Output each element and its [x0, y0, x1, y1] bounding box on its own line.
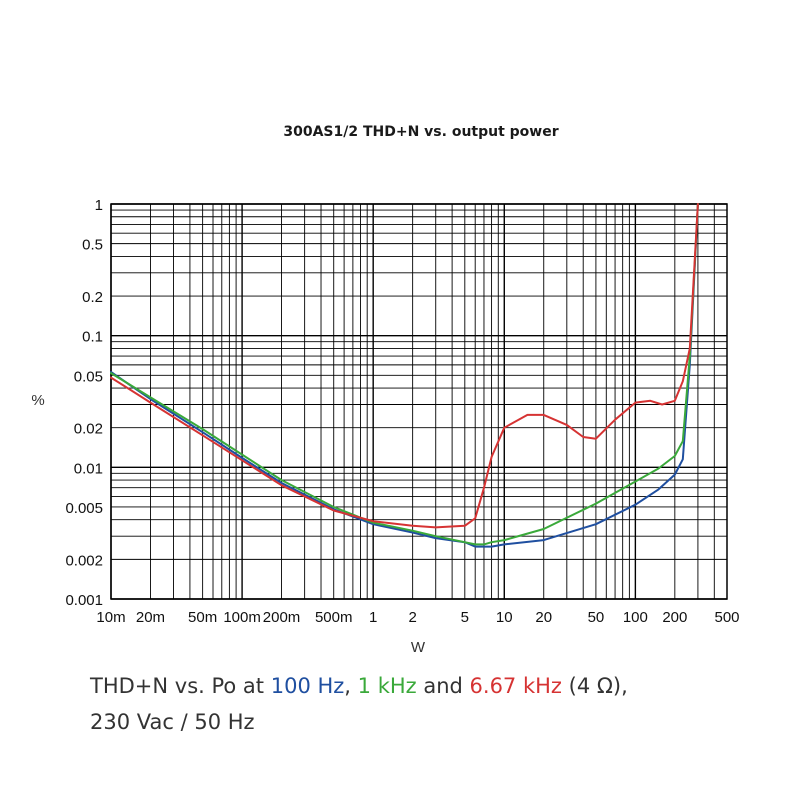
caption-series-100hz: 100 Hz — [270, 674, 345, 698]
caption: THD+N vs. Po at 100 Hz, 1 kHz and 6.67 k… — [90, 668, 790, 740]
caption-sep-2: and — [416, 674, 470, 698]
x-tick-label: 5 — [461, 609, 469, 626]
series-1-khz-line — [110, 203, 699, 546]
y-tick-label: 0.002 — [65, 552, 103, 569]
x-tick-label: 200 — [662, 609, 687, 626]
series-6-67-khz-line — [110, 203, 699, 529]
y-tick-label: 0.02 — [74, 421, 103, 438]
x-tick-label: 100m — [223, 609, 261, 626]
x-tick-label: 1 — [369, 609, 377, 626]
x-tick-label: 10 — [496, 609, 513, 626]
y-tick-label: 0.01 — [74, 460, 103, 477]
x-tick-label: 50 — [588, 609, 605, 626]
series-100-hz-line — [110, 203, 699, 548]
x-tick-label: 500m — [315, 609, 353, 626]
x-tick-label: 20 — [535, 609, 552, 626]
caption-prefix: THD+N vs. Po at — [90, 674, 271, 698]
x-axis-label: W — [411, 639, 426, 656]
y-tick-label: 0.1 — [82, 329, 103, 346]
y-tick-label: 0.2 — [82, 289, 103, 306]
x-tick-label: 200m — [263, 609, 301, 626]
caption-sep-1: , — [344, 674, 358, 698]
x-tick-label: 100 — [623, 609, 648, 626]
caption-series-1khz: 1 kHz — [357, 674, 417, 698]
caption-line-1: THD+N vs. Po at 100 Hz, 1 kHz and 6.67 k… — [90, 668, 790, 704]
caption-series-667khz: 6.67 kHz — [469, 674, 562, 698]
y-tick-label: 1 — [95, 197, 103, 214]
grid — [110, 203, 728, 600]
caption-line-2: 230 Vac / 50 Hz — [90, 710, 255, 734]
y-axis-ticks: 1 0.5 0.2 0.1 0.05 0.02 0.01 0.005 0.002 0.001 — [65, 197, 103, 609]
y-tick-label: 0.05 — [74, 368, 103, 385]
x-tick-label: 10m — [96, 609, 125, 626]
x-tick-label: 500 — [714, 609, 739, 626]
x-tick-label: 50m — [188, 609, 217, 626]
chart: 300AS1/2 THD+N vs. output power 10m 20m 50… — [31, 124, 739, 656]
x-tick-label: 20m — [136, 609, 165, 626]
y-tick-label: 0.001 — [65, 592, 103, 609]
y-tick-label: 0.005 — [65, 500, 103, 517]
x-axis-ticks: 10m 20m 50m 100m 200m 500m 1 2 5 10 20 50 100 200 500 — [96, 609, 739, 626]
x-tick-label: 2 — [408, 609, 416, 626]
y-axis-label: % — [31, 392, 44, 409]
series-group — [110, 203, 699, 548]
y-tick-label: 0.5 — [82, 237, 103, 254]
caption-suffix: (4 Ω), — [561, 674, 628, 698]
chart-title: 300AS1/2 THD+N vs. output power — [283, 124, 558, 140]
plot-frame — [110, 203, 728, 600]
